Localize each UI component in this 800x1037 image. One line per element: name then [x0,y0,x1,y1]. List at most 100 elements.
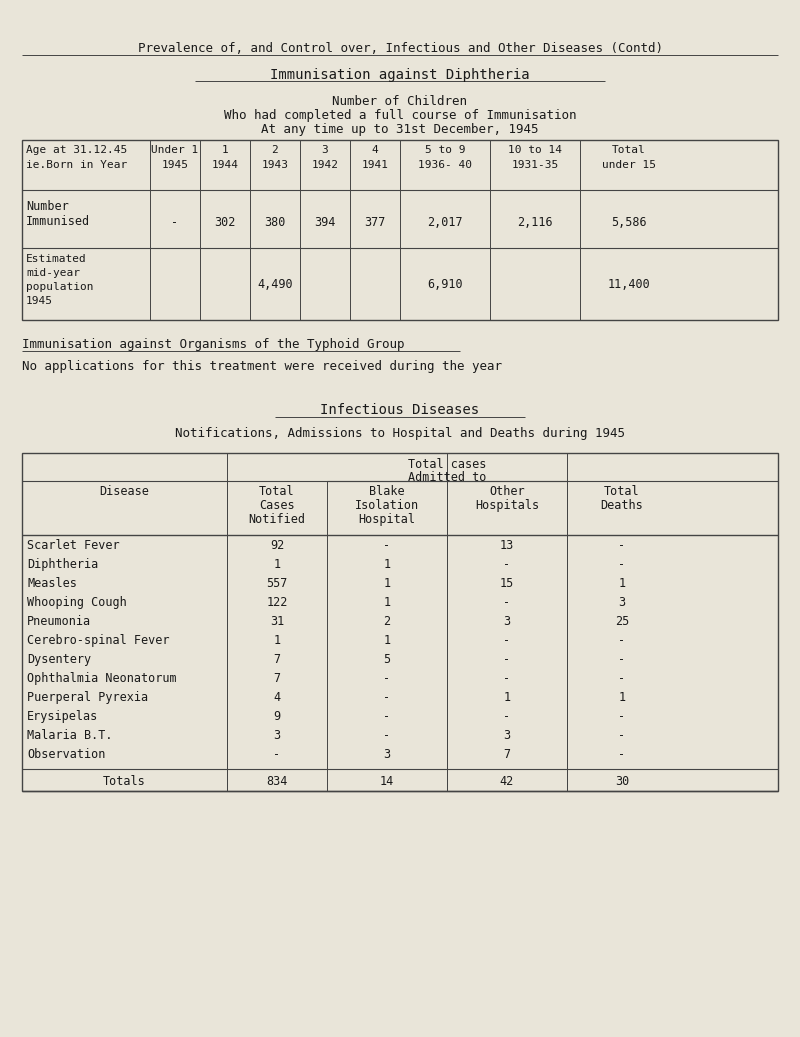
Text: 1: 1 [383,577,390,590]
Text: Immunised: Immunised [26,215,90,228]
Text: 1: 1 [383,558,390,571]
Text: Hospitals: Hospitals [475,499,539,512]
Text: 1944: 1944 [211,160,238,170]
Text: 1942: 1942 [311,160,338,170]
Text: 2: 2 [272,145,278,155]
Text: -: - [383,729,390,742]
Text: -: - [383,672,390,685]
Text: -: - [618,634,626,647]
Text: Who had completed a full course of Immunisation: Who had completed a full course of Immun… [224,109,576,122]
Text: 92: 92 [270,539,284,552]
Text: 1: 1 [274,558,281,571]
Text: Estimated: Estimated [26,254,86,264]
Text: 1: 1 [274,634,281,647]
Text: 1: 1 [618,691,626,704]
Text: 42: 42 [500,775,514,788]
Text: 1: 1 [383,634,390,647]
Text: At any time up to 31st December, 1945: At any time up to 31st December, 1945 [262,123,538,136]
Text: 10 to 14: 10 to 14 [508,145,562,155]
Text: 1936- 40: 1936- 40 [418,160,472,170]
Text: 122: 122 [266,596,288,609]
Text: 7: 7 [503,748,510,761]
Text: 1931-35: 1931-35 [511,160,558,170]
Text: 377: 377 [364,216,386,229]
Text: 834: 834 [266,775,288,788]
Text: Pneumonia: Pneumonia [27,615,91,628]
Bar [22,453,778,791]
Text: 30: 30 [615,775,629,788]
Text: -: - [618,539,626,552]
Text: 4: 4 [274,691,281,704]
Text: Number: Number [26,200,69,213]
Bar [22,140,778,320]
Text: 5: 5 [383,653,390,666]
Text: -: - [618,748,626,761]
Text: -: - [503,653,510,666]
Text: 13: 13 [500,539,514,552]
Text: 2,116: 2,116 [517,216,553,229]
Text: 394: 394 [314,216,336,229]
Text: Infectious Diseases: Infectious Diseases [321,403,479,417]
Text: Deaths: Deaths [601,499,643,512]
Text: 4,490: 4,490 [257,278,293,291]
Text: -: - [618,729,626,742]
Text: 3: 3 [383,748,390,761]
Text: -: - [503,672,510,685]
Text: Immunisation against Organisms of the Typhoid Group: Immunisation against Organisms of the Ty… [22,338,405,351]
Text: 3: 3 [322,145,328,155]
Text: -: - [383,710,390,723]
Text: 1943: 1943 [262,160,289,170]
Text: -: - [503,710,510,723]
Text: Total cases: Total cases [408,458,486,471]
Text: Scarlet Fever: Scarlet Fever [27,539,120,552]
Text: 3: 3 [274,729,281,742]
Text: 7: 7 [274,653,281,666]
Text: Measles: Measles [27,577,77,590]
Text: Age at 31.12.45: Age at 31.12.45 [26,145,127,155]
Text: Total: Total [259,485,295,498]
Text: No applications for this treatment were received during the year: No applications for this treatment were … [22,360,502,373]
Text: -: - [503,596,510,609]
Text: under 15: under 15 [602,160,656,170]
Text: -: - [618,558,626,571]
Text: Erysipelas: Erysipelas [27,710,98,723]
Text: 1945: 1945 [26,296,53,306]
Text: 2: 2 [383,615,390,628]
Text: 6,910: 6,910 [427,278,463,291]
Text: Whooping Cough: Whooping Cough [27,596,126,609]
Text: Notifications, Admissions to Hospital and Deaths during 1945: Notifications, Admissions to Hospital an… [175,427,625,440]
Text: Disease: Disease [99,485,149,498]
Text: -: - [503,634,510,647]
Text: -: - [618,672,626,685]
Text: -: - [618,653,626,666]
Text: 1945: 1945 [162,160,189,170]
Text: Cerebro-spinal Fever: Cerebro-spinal Fever [27,634,170,647]
Text: 4: 4 [372,145,378,155]
Text: Dysentery: Dysentery [27,653,91,666]
Text: Other: Other [489,485,525,498]
Text: Observation: Observation [27,748,106,761]
Text: 3: 3 [503,729,510,742]
Text: 1941: 1941 [362,160,389,170]
Text: Blake: Blake [369,485,405,498]
Text: mid-year: mid-year [26,268,80,278]
Text: Under 1: Under 1 [151,145,198,155]
Text: 14: 14 [380,775,394,788]
Text: 380: 380 [264,216,286,229]
Text: Totals: Totals [102,775,146,788]
Text: 7: 7 [274,672,281,685]
Text: ie.Born in Year: ie.Born in Year [26,160,127,170]
Text: 1: 1 [503,691,510,704]
Text: 302: 302 [214,216,236,229]
Text: Prevalence of, and Control over, Infectious and Other Diseases (Contd): Prevalence of, and Control over, Infecti… [138,43,662,55]
Text: Cases: Cases [259,499,295,512]
Text: Isolation: Isolation [355,499,419,512]
Text: Admitted to: Admitted to [408,471,486,484]
Text: Hospital: Hospital [358,513,415,526]
Text: Malaria B.T.: Malaria B.T. [27,729,113,742]
Text: 1: 1 [383,596,390,609]
Text: Number of Children: Number of Children [333,95,467,108]
Text: 3: 3 [503,615,510,628]
Text: population: population [26,282,94,292]
Text: -: - [274,748,281,761]
